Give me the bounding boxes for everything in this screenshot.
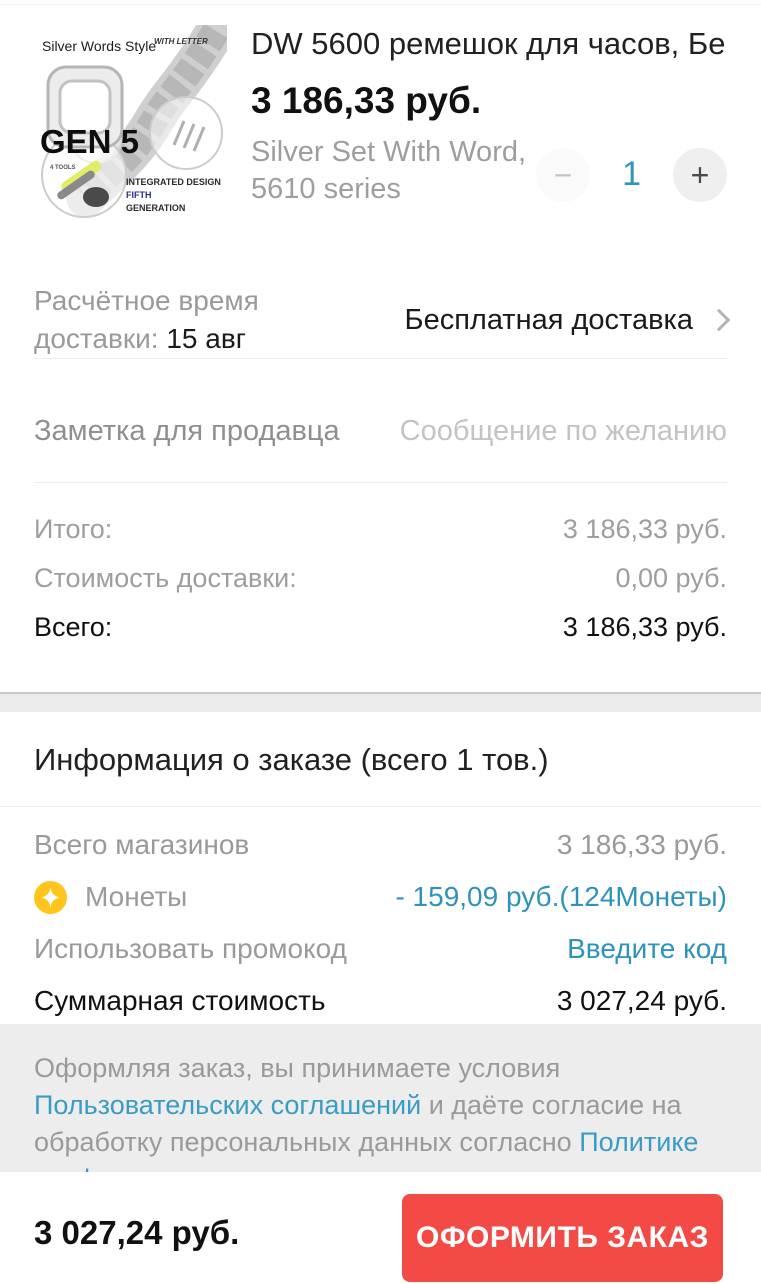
coins-discount-value[interactable]: - 159,09 руб.(124Монеты) (395, 881, 727, 912)
shipping-cost-value: 0,00 руб. (615, 563, 727, 593)
product-section: Silver Words Style WITH LETTER GEN 5 4 T… (0, 5, 761, 218)
minus-icon: − (553, 156, 573, 193)
seller-note-input[interactable]: Сообщение по желанию (399, 415, 727, 447)
img-style-label: Silver Words Style (42, 38, 156, 54)
quantity-stepper: − 1 + (536, 147, 727, 208)
product-image[interactable]: Silver Words Style WITH LETTER GEN 5 4 T… (34, 11, 236, 218)
img-design-line3: GENERATION (126, 203, 185, 213)
shipping-cost-label: Стоимость доставки: (34, 563, 297, 593)
delivery-row: Расчётное время доставки: 15 авг Бесплат… (0, 282, 761, 358)
quantity-minus-button[interactable]: − (536, 147, 591, 202)
summary-cost-label: Суммарная стоимость (34, 985, 326, 1016)
quantity-plus-button[interactable]: + (673, 147, 727, 202)
order-info-section: Всего магазинов 3 186,33 руб. Монеты - 1… (0, 807, 761, 1027)
img-gen-label: GEN 5 (40, 123, 139, 160)
divider (0, 806, 761, 807)
stores-total-value: 3 186,33 руб. (556, 829, 727, 860)
grand-total-label: Всего: (34, 612, 113, 642)
legal-part2: и даёте согласие на обработку персональн… (34, 1090, 682, 1157)
checkout-bar: 3 027,24 руб. ОФОРМИТЬ ЗАКАЗ (0, 1172, 761, 1284)
promo-code-label: Использовать промокод (34, 933, 347, 964)
stores-total-label: Всего магазинов (34, 829, 250, 860)
place-order-button[interactable]: ОФОРМИТЬ ЗАКАЗ (402, 1194, 723, 1282)
grand-total-row: Всего: 3 186,33 руб. (34, 603, 727, 652)
seller-note-label: Заметка для продавца (34, 415, 340, 447)
legal-part1: Оформляя заказ, вы принимаете условия (34, 1053, 561, 1083)
img-design-line1: INTEGRATED DESIGN (126, 177, 221, 187)
divider (34, 482, 727, 483)
legal-terms-text: Оформляя заказ, вы принимаете условия По… (0, 1024, 761, 1194)
promo-code-enter-link[interactable]: Введите код (567, 933, 727, 964)
summary-cost-row: Суммарная стоимость 3 027,24 руб. (34, 975, 727, 1027)
order-info-heading: Информация о заказе (всего 1 тов.) (34, 742, 549, 777)
summary-cost-value: 3 027,24 руб. (556, 985, 727, 1016)
section-separator (0, 692, 761, 712)
subtotal-label: Итого: (34, 514, 113, 544)
promo-code-row: Использовать промокод Введите код (34, 923, 727, 975)
quantity-value: 1 (622, 155, 641, 194)
checkout-total-price: 3 027,24 руб. (34, 1214, 240, 1251)
shipping-method-label: Бесплатная доставка (404, 303, 693, 336)
coin-icon (34, 880, 67, 914)
delivery-time-text: Расчётное время доставки: (34, 285, 259, 354)
coins-row[interactable]: Монеты - 159,09 руб.(124Монеты) (34, 871, 727, 923)
product-price: 3 186,33 руб. (251, 79, 482, 121)
img-tools-label: 4 TOOLS (50, 165, 76, 171)
totals-section: Итого: 3 186,33 руб. Стоимость доставки:… (0, 483, 761, 678)
product-title[interactable]: DW 5600 ремешок для часов, Бе… (251, 26, 727, 61)
delivery-date: 15 авг (166, 323, 246, 354)
delivery-time-label: Расчётное время доставки: 15 авг (34, 282, 364, 358)
stores-total-row: Всего магазинов 3 186,33 руб. (34, 819, 727, 871)
product-image-art: Silver Words Style WITH LETTER GEN 5 4 T… (34, 11, 236, 218)
img-with-letter-label: WITH LETTER (154, 37, 208, 46)
user-agreement-link[interactable]: Пользовательских соглашений (34, 1090, 422, 1120)
plus-icon: + (690, 156, 710, 193)
shipping-cost-row: Стоимость доставки: 0,00 руб. (34, 554, 727, 603)
product-variant: Silver Set With Word, 5610 series (251, 135, 527, 205)
top-divider (0, 4, 761, 5)
shipping-method-button[interactable]: Бесплатная доставка (404, 303, 731, 337)
seller-note-row: Заметка для продавца Сообщение по желани… (0, 385, 761, 482)
product-info: DW 5600 ремешок для часов, Бе… 3 186,33 … (251, 25, 727, 218)
grand-total-value: 3 186,33 руб. (562, 612, 727, 642)
subtotal-value: 3 186,33 руб. (562, 514, 727, 544)
chevron-right-icon (707, 308, 731, 332)
subtotal-row: Итого: 3 186,33 руб. (34, 505, 727, 554)
coins-label: Монеты (85, 881, 188, 912)
img-design-line2: FIFTH (126, 190, 152, 200)
divider (34, 358, 727, 359)
